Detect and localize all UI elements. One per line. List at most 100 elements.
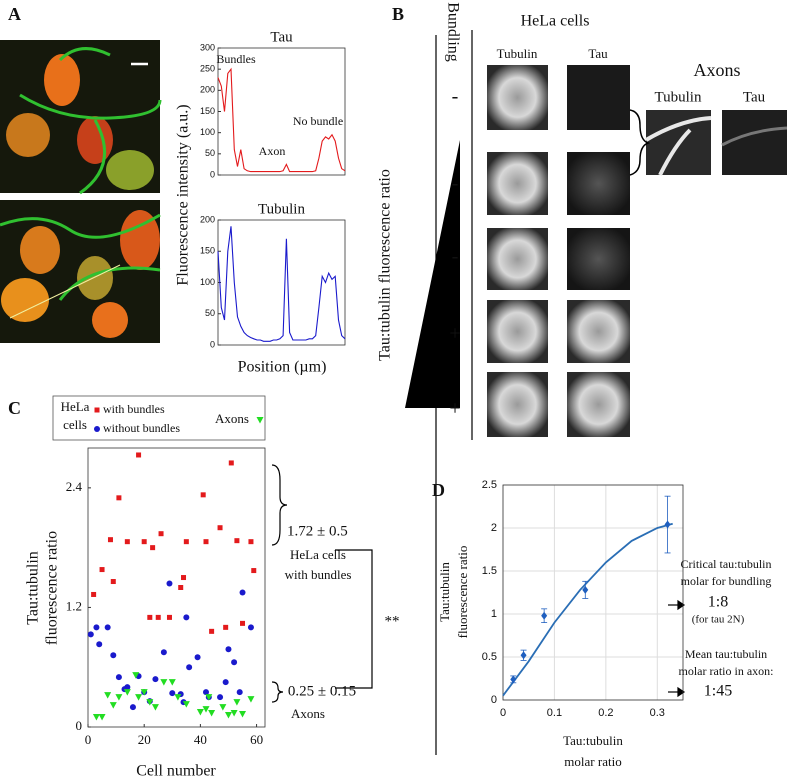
annotation: ** — [385, 613, 400, 629]
point — [147, 614, 153, 620]
point — [87, 631, 94, 638]
point — [99, 567, 105, 573]
point — [141, 539, 147, 545]
point — [91, 591, 97, 597]
y-tick-label: 150 — [200, 246, 215, 256]
point — [129, 704, 136, 711]
chart-title: Tau — [270, 29, 293, 45]
y-tick-label: 1.5 — [482, 565, 497, 577]
micrograph-grid — [405, 30, 787, 755]
y-tick-label: 1 — [491, 608, 497, 620]
point — [181, 575, 187, 581]
bracket — [271, 464, 373, 703]
legend-label: without bundles — [103, 421, 180, 435]
point — [104, 624, 111, 631]
annotation: Bundles — [216, 52, 256, 66]
annotation: 1:45 — [704, 683, 732, 700]
point — [174, 694, 182, 701]
legend-entry: without bundles — [94, 421, 180, 435]
point — [234, 538, 240, 544]
point — [132, 672, 140, 679]
panel-label: A — [8, 4, 21, 24]
y-tick-label: 150 — [200, 106, 215, 116]
point — [158, 531, 164, 537]
y-tick-label: 250 — [200, 64, 215, 74]
point — [225, 646, 232, 653]
point — [228, 460, 234, 466]
point — [160, 679, 168, 686]
point — [582, 585, 589, 594]
legend-entry: Axons — [215, 411, 264, 426]
bundling-sign: - — [452, 86, 459, 108]
annotation: 0.25 ± 0.15 — [288, 683, 356, 699]
point — [233, 699, 241, 706]
x-tick-label: 60 — [250, 732, 263, 747]
point — [110, 579, 116, 585]
y-tick-label: 2.5 — [482, 479, 497, 491]
point — [109, 702, 117, 709]
point — [247, 624, 254, 631]
point — [202, 706, 210, 713]
legend-box — [52, 395, 266, 441]
x-axis-label: Cell number — [136, 763, 216, 780]
annotation: molar for bundling — [681, 574, 772, 588]
annotation: Mean tau:tubulin — [685, 647, 767, 661]
point — [116, 495, 122, 501]
legend-title: HeLa — [61, 399, 90, 414]
plot-frame — [87, 447, 266, 728]
point — [146, 699, 154, 706]
point — [166, 580, 173, 587]
point — [169, 690, 176, 697]
point — [140, 689, 148, 696]
point — [239, 711, 247, 718]
x-tick-label: 0.1 — [547, 707, 562, 719]
point — [166, 614, 172, 620]
point — [510, 675, 517, 684]
point — [160, 649, 167, 656]
annotation: HeLa cells — [290, 547, 346, 562]
annotation: molar ratio in axon: — [679, 664, 774, 678]
annotation: (for tau 2N) — [692, 614, 745, 626]
legend-entry: with bundles — [94, 402, 165, 416]
point — [98, 714, 106, 721]
point — [217, 525, 223, 531]
point — [110, 652, 117, 659]
y-tick-label: 100 — [200, 277, 215, 287]
point — [224, 712, 232, 719]
point — [96, 641, 103, 648]
point — [183, 539, 189, 545]
point — [115, 674, 122, 681]
point — [200, 492, 206, 498]
legend-label: Axons — [215, 411, 249, 426]
column-label: Tubulin — [655, 89, 702, 105]
profile-line — [217, 67, 346, 173]
point — [236, 689, 243, 696]
bundling-sign: - — [452, 173, 459, 195]
point — [203, 539, 209, 545]
profile-line — [217, 226, 346, 342]
point — [94, 426, 100, 432]
micrograph — [0, 200, 161, 343]
legend-title: cells — [63, 417, 87, 432]
point — [104, 692, 112, 699]
point — [251, 568, 257, 574]
micrograph — [0, 40, 162, 195]
annotation: No bundle — [293, 114, 343, 128]
y-tick-label: 0 — [491, 694, 497, 706]
column-label: Tau — [743, 89, 766, 105]
fit-curve — [502, 522, 673, 697]
annotation: with bundles — [285, 567, 352, 582]
y-tick-label: 1.2 — [66, 598, 82, 613]
y-axis-label: fluorescence ratio — [455, 546, 470, 639]
annotation: Critical tau:tubulin — [681, 557, 772, 571]
point — [93, 624, 100, 631]
point — [123, 689, 131, 696]
bundling-sign: - — [452, 246, 459, 268]
y-tick-label: 200 — [200, 85, 215, 95]
y-tick-label: 0 — [76, 718, 83, 733]
x-tick-label: 0.2 — [598, 707, 613, 719]
point — [92, 714, 100, 721]
y-axis-label: Tau:tubulin — [25, 551, 42, 625]
point — [94, 407, 100, 413]
panel-label: B — [392, 4, 404, 24]
